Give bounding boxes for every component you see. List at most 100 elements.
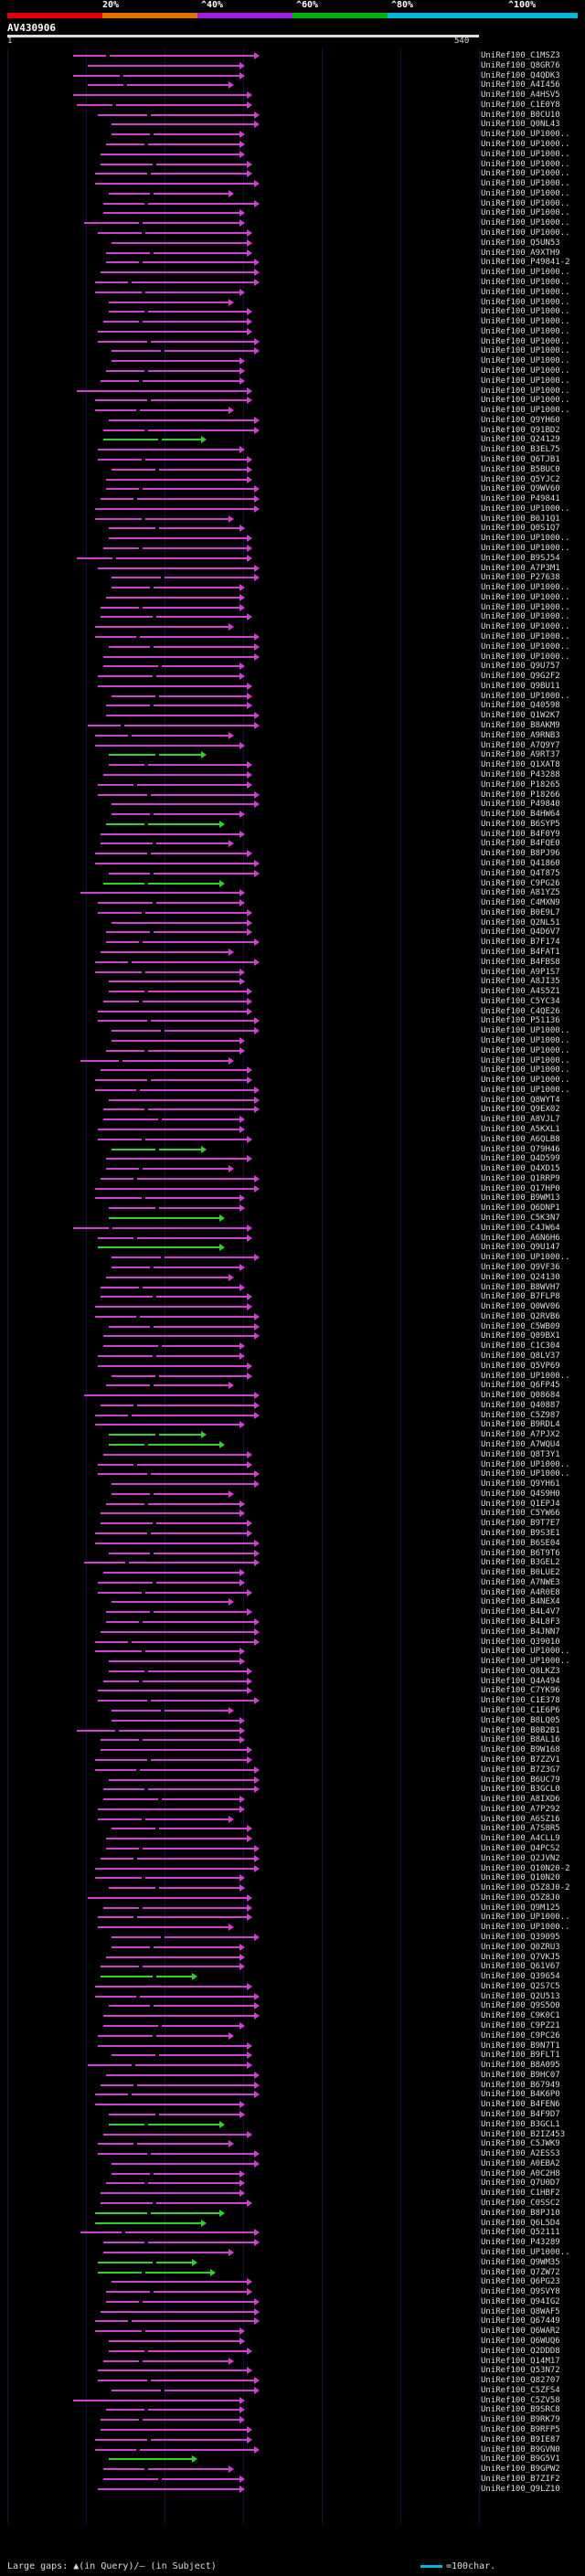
hit-label[interactable]: UniRef100_C7YK96 <box>481 1686 560 1695</box>
hit-bar[interactable] <box>112 1030 254 1032</box>
hit-label[interactable]: UniRef100_A4I456 <box>481 80 560 90</box>
hit-bar[interactable] <box>112 123 254 125</box>
hit-bar[interactable] <box>106 941 254 943</box>
hit-label[interactable]: UniRef100_A8VJL7 <box>481 1115 560 1124</box>
hit-label[interactable]: UniRef100_C5WB09 <box>481 1322 560 1331</box>
hit-bar[interactable] <box>98 1916 247 1918</box>
hit-bar[interactable] <box>98 784 247 786</box>
hit-bar[interactable] <box>101 1966 239 1967</box>
hit-bar[interactable] <box>106 1158 247 1160</box>
hit-bar[interactable] <box>98 2153 254 2155</box>
hit-label[interactable]: UniRef100_C9PG26 <box>481 879 560 888</box>
hit-bar[interactable] <box>101 2084 254 2086</box>
hit-label[interactable]: UniRef100_Q67449 <box>481 2316 560 2326</box>
hit-bar[interactable] <box>106 1956 239 1958</box>
hit-label[interactable]: UniRef100_B9N7T1 <box>481 2041 560 2051</box>
hit-label[interactable]: UniRef100_A7NWE3 <box>481 1578 560 1587</box>
hit-bar[interactable] <box>101 2429 247 2431</box>
hit-label[interactable]: UniRef100_P43288 <box>481 770 560 779</box>
hit-bar[interactable] <box>84 222 239 224</box>
hit-label[interactable]: UniRef100_UP1000.. <box>481 268 570 277</box>
hit-label[interactable]: UniRef100_A81YZ5 <box>481 888 560 897</box>
hit-label[interactable]: UniRef100_Q1XAT8 <box>481 760 560 769</box>
hit-bar[interactable] <box>109 193 229 195</box>
hit-bar[interactable] <box>95 626 229 628</box>
hit-bar[interactable] <box>106 143 239 145</box>
hit-bar[interactable] <box>109 754 201 756</box>
hit-bar[interactable] <box>112 1601 229 1603</box>
hit-label[interactable]: UniRef100_C5JWK9 <box>481 2139 560 2148</box>
hit-bar[interactable] <box>95 1641 254 1643</box>
hit-bar[interactable] <box>95 1188 254 1190</box>
hit-label[interactable]: UniRef100_Q0ZRU3 <box>481 1943 560 1952</box>
hit-label[interactable]: UniRef100_B3GCL1 <box>481 2120 560 2129</box>
hit-bar[interactable] <box>98 232 247 234</box>
hit-label[interactable]: UniRef100_Q9U757 <box>481 662 560 671</box>
hit-label[interactable]: UniRef100_Q91BD2 <box>481 426 560 435</box>
hit-label[interactable]: UniRef100_UP1000.. <box>481 1460 570 1469</box>
hit-bar[interactable] <box>106 1848 254 1850</box>
hit-bar[interactable] <box>95 399 247 401</box>
hit-bar[interactable] <box>103 665 239 667</box>
hit-label[interactable]: UniRef100_Q7ZW72 <box>481 2268 560 2277</box>
hit-bar[interactable] <box>101 1858 254 1860</box>
hit-label[interactable]: UniRef100_Q4D599 <box>481 1154 560 1163</box>
hit-label[interactable]: UniRef100_UP1000.. <box>481 652 570 662</box>
hit-bar[interactable] <box>98 1011 247 1012</box>
hit-label[interactable]: UniRef100_UP1000.. <box>481 1026 570 1035</box>
hit-bar[interactable] <box>101 2202 247 2204</box>
hit-bar[interactable] <box>106 261 254 263</box>
hit-bar[interactable] <box>112 242 247 244</box>
hit-label[interactable]: UniRef100_C1E6P6 <box>481 1706 560 1715</box>
hit-bar[interactable] <box>112 2281 247 2283</box>
hit-bar[interactable] <box>95 1532 247 1534</box>
hit-bar[interactable] <box>101 1631 254 1633</box>
hit-label[interactable]: UniRef100_Q8LV37 <box>481 1352 560 1361</box>
hit-bar[interactable] <box>95 1542 254 1544</box>
hit-label[interactable]: UniRef100_Q0S1Q7 <box>481 524 560 533</box>
hit-label[interactable]: UniRef100_A9P1S7 <box>481 968 560 977</box>
hit-label[interactable]: UniRef100_B7ZZV1 <box>481 1755 560 1765</box>
hit-label[interactable]: UniRef100_Q0NL43 <box>481 120 560 129</box>
hit-label[interactable]: UniRef100_B4K6P0 <box>481 2090 560 2099</box>
hit-label[interactable]: UniRef100_B9HC07 <box>481 2071 560 2080</box>
hit-bar[interactable] <box>112 2163 254 2165</box>
hit-label[interactable]: UniRef100_UP1000.. <box>481 632 570 641</box>
hit-bar[interactable] <box>101 2419 239 2421</box>
hit-label[interactable]: UniRef100_B9RDL4 <box>481 1420 560 1429</box>
hit-bar[interactable] <box>88 725 254 726</box>
hit-label[interactable]: UniRef100_Q9S5O0 <box>481 2001 560 2010</box>
hit-bar[interactable] <box>103 1680 247 1682</box>
hit-label[interactable]: UniRef100_Q9YH60 <box>481 416 560 425</box>
hit-bar[interactable] <box>84 1562 254 1564</box>
hit-label[interactable]: UniRef100_B7FLP8 <box>481 1292 560 1301</box>
hit-label[interactable]: UniRef100_UP1000.. <box>481 199 570 208</box>
hit-bar[interactable] <box>101 154 239 155</box>
hit-label[interactable]: UniRef100_Q9WM35 <box>481 2258 560 2267</box>
hit-bar[interactable] <box>98 1690 247 1691</box>
hit-bar[interactable] <box>103 2134 247 2136</box>
hit-label[interactable]: UniRef100_Q8T3Y1 <box>481 1450 560 1459</box>
hit-bar[interactable] <box>106 2291 247 2293</box>
hit-bar[interactable] <box>95 2320 254 2322</box>
hit-bar[interactable] <box>101 271 254 273</box>
hit-label[interactable]: UniRef100_UP1000.. <box>481 593 570 602</box>
hit-bar[interactable] <box>95 1424 239 1426</box>
hit-label[interactable]: UniRef100_B8A095 <box>481 2061 560 2070</box>
hit-bar[interactable] <box>112 1710 229 1712</box>
hit-label[interactable]: UniRef100_P49840 <box>481 800 560 809</box>
hit-bar[interactable] <box>101 1749 247 1751</box>
hit-bar[interactable] <box>101 1976 192 1977</box>
hit-label[interactable]: UniRef100_B4F0Y9 <box>481 830 560 839</box>
hit-bar[interactable] <box>95 518 229 520</box>
hit-bar[interactable] <box>101 498 254 500</box>
hit-label[interactable]: UniRef100_B7Z3G7 <box>481 1765 560 1775</box>
hit-label[interactable]: UniRef100_B6SYP5 <box>481 820 560 829</box>
hit-label[interactable]: UniRef100_UP1000.. <box>481 583 570 592</box>
hit-bar[interactable] <box>98 1808 239 1810</box>
hit-label[interactable]: UniRef100_C9PZ21 <box>481 2021 560 2030</box>
hit-bar[interactable] <box>73 2400 239 2401</box>
hit-bar[interactable] <box>98 794 254 796</box>
hit-bar[interactable] <box>98 675 239 677</box>
hit-bar[interactable] <box>103 1907 247 1909</box>
